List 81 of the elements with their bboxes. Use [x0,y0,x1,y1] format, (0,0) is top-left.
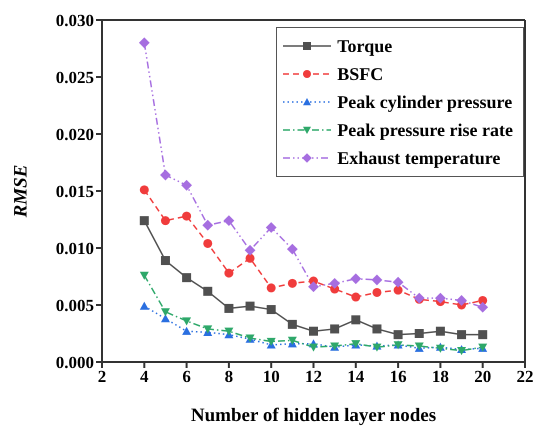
x-tick-label: 20 [474,367,492,386]
point [181,180,192,191]
point [456,295,467,306]
x-axis-title: Number of hidden layer nodes [190,405,436,426]
y-tick-label: 0.020 [56,125,94,144]
point [436,326,445,336]
point [288,336,297,345]
point [478,330,488,340]
point [329,278,340,289]
point [308,281,319,292]
point [140,185,149,194]
point [160,308,170,316]
legend-label: Peak cylinder pressure [337,92,512,112]
point [330,324,340,334]
point [203,325,212,334]
point [288,320,297,329]
legend-label: Exhaust temperature [337,148,500,168]
point [182,212,192,221]
x-tick-label: 14 [347,367,365,386]
point [138,37,150,48]
point [224,304,234,313]
point [351,315,360,324]
legend-label: Peak pressure rise rate [337,120,513,140]
point [457,347,466,356]
point [160,256,170,266]
point [309,326,318,336]
point [202,220,214,231]
point [414,329,424,338]
point [203,238,212,248]
point [457,330,466,340]
point [394,330,403,340]
x-tick-label: 6 [182,367,191,386]
point [182,273,192,282]
point [140,272,149,280]
point [394,286,403,295]
y-tick-label: 0.015 [56,182,94,202]
legend-label: Torque [337,36,392,56]
y-axis-title: RMSE [10,164,32,218]
point [244,244,256,256]
x-tick-label: 12 [305,367,322,386]
x-tick-label: 8 [224,367,234,386]
point [140,302,149,310]
point [224,268,234,278]
point [288,278,297,288]
point [435,292,446,304]
point [203,286,212,296]
point [392,276,404,288]
point [160,314,170,322]
point [182,326,192,335]
point [224,328,234,336]
legend-label: BSFC [337,64,384,84]
point [286,244,298,255]
x-tick-label: 10 [262,367,280,386]
point [246,302,255,311]
point [246,254,255,263]
y-tick-label: 0.010 [56,239,94,258]
x-tick-label: 16 [390,367,407,386]
point [309,344,318,352]
point [351,292,360,302]
point [350,273,362,284]
point [266,338,276,346]
x-tick-label: 22 [516,367,534,386]
point [224,215,234,226]
point [372,274,382,286]
point [182,317,192,326]
y-tick-label: 0.030 [56,11,94,30]
y-tick-label: 0.005 [56,296,94,316]
point [372,324,382,334]
point [160,216,170,226]
point [266,305,276,314]
point [477,302,488,313]
y-tick-label: 0.000 [56,353,94,372]
point [160,170,171,180]
y-tick-label: 0.025 [56,68,94,88]
x-tick-label: 2 [98,367,106,386]
point [266,222,277,233]
point [372,288,382,297]
x-tick-label: 18 [432,367,449,386]
point [140,216,149,226]
x-tick-label: 4 [140,367,150,386]
point [266,283,276,292]
